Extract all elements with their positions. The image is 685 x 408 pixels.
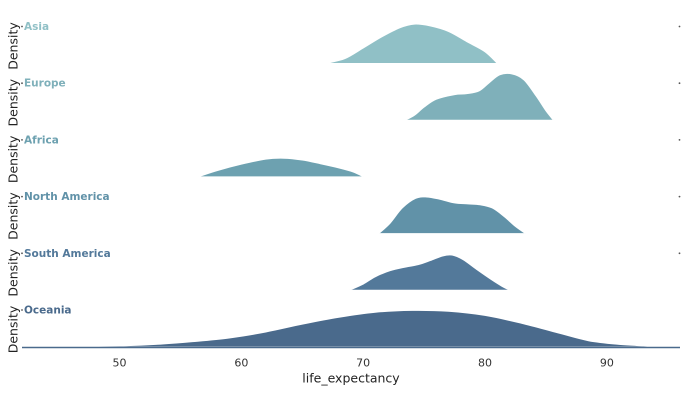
row-label-south-america: South America [24,248,111,260]
right-tick-mark [678,195,681,198]
y-axis-label: Density [6,135,21,183]
left-tick-mark [21,25,23,28]
x-ticks: 50 60 70 80 90 [112,357,613,370]
right-tick-mark [678,82,681,85]
right-tick-mark [678,139,681,141]
y-axis-label: Density [6,248,21,296]
row-label-north-america: North America [24,191,110,203]
density-outline-europe [405,72,554,121]
x-tick-label: 90 [600,357,614,370]
density-area-asia [326,23,498,63]
ridge-south-america: Density South America [6,248,681,297]
row-label-oceania: Oceania [24,305,72,317]
row-label-asia: Asia [24,21,49,33]
density-outline-asia [326,23,498,64]
x-tick-label: 60 [234,357,248,370]
ridge-north-america: Density North America [6,191,681,240]
y-axis-label: Density [6,78,21,126]
row-label-europe: Europe [24,78,66,90]
left-tick-mark [21,195,23,198]
right-tick-mark [678,252,681,255]
x-axis-label: life_expectancy [302,371,400,386]
ridge-africa: Density Africa [6,134,681,183]
y-axis-label: Density [6,22,21,70]
density-outline-north-america [378,195,526,234]
right-tick-mark [678,25,681,28]
x-tick-label: 50 [112,357,126,370]
density-outline-africa [198,157,364,178]
row-label-africa: Africa [24,134,59,146]
density-outline-oceania [28,309,660,348]
x-axis: 50 60 70 80 90 life_expectancy [22,346,680,386]
x-tick-label: 70 [356,357,370,370]
ridge-asia: Density Asia [6,21,681,70]
density-area-africa [198,157,364,177]
left-tick-mark [21,139,23,141]
density-area-north-america [379,196,526,234]
left-tick-mark [21,82,23,85]
ridge-oceania: Density Oceania [6,305,660,353]
left-tick-mark [21,252,23,255]
density-outline-south-america [349,253,510,291]
y-axis-label: Density [6,192,21,240]
left-tick-mark [21,309,23,311]
x-tick-label: 80 [478,357,492,370]
density-area-europe [405,73,554,120]
y-axis-label: Density [6,305,21,353]
density-area-oceania [28,310,660,347]
ridge-europe: Density Europe [6,72,681,126]
density-area-south-america [349,254,510,290]
